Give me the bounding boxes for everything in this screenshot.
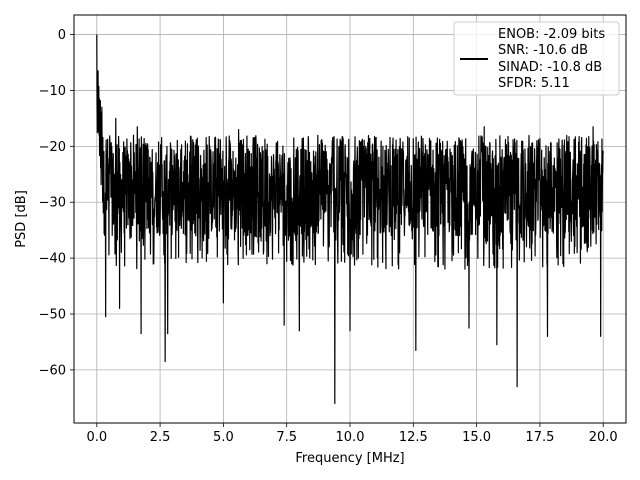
legend-enob: ENOB: -2.09 bits	[498, 27, 605, 42]
x-tick-label: 15.0	[462, 430, 491, 445]
legend-box	[453, 21, 620, 96]
x-axis-label: Frequency [MHz]	[295, 451, 404, 466]
y-tick-label: −60	[39, 363, 66, 378]
legend: ENOB: -2.09 bits SNR: -10.6 dB SINAD: -1…	[453, 21, 620, 96]
x-tick-label: 12.5	[399, 430, 428, 445]
x-tick-label: 7.5	[276, 430, 297, 445]
y-tick-label: −40	[39, 252, 66, 267]
x-tick-label: 20.0	[589, 430, 618, 445]
legend-sinad: SINAD: -10.8 dB	[498, 60, 602, 75]
psd-trace	[96, 34, 604, 405]
x-tick-label: 5.0	[213, 430, 234, 445]
x-tick-label: 2.5	[150, 430, 171, 445]
y-tick-label: 0	[58, 28, 66, 43]
x-axis-ticks: 0.0 2.5 5.0 7.5 10.0 12.5 15.0 17.5 20.0	[86, 423, 618, 445]
legend-snr: SNR: -10.6 dB	[498, 43, 588, 58]
y-tick-label: −20	[39, 140, 66, 155]
y-tick-label: −10	[39, 84, 66, 99]
psd-series-line	[96, 34, 604, 405]
legend-sfdr: SFDR: 5.11	[498, 76, 570, 91]
y-axis-ticks: 0 −10 −20 −30 −40 −50 −60	[39, 28, 74, 378]
y-axis-label: PSD [dB]	[14, 190, 29, 248]
x-tick-label: 17.5	[525, 430, 554, 445]
y-tick-label: −50	[39, 308, 66, 323]
x-tick-label: 10.0	[336, 430, 365, 445]
y-tick-label: −30	[39, 196, 66, 211]
x-tick-label: 0.0	[86, 430, 107, 445]
